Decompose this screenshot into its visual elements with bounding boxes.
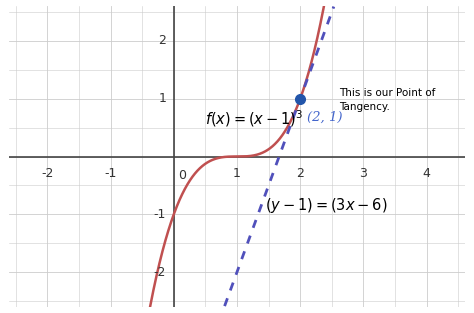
Text: 1: 1	[158, 92, 166, 105]
Text: (2, 1): (2, 1)	[307, 110, 342, 123]
Text: 2: 2	[296, 167, 304, 180]
Text: 0: 0	[178, 169, 186, 182]
Text: -2: -2	[41, 167, 54, 180]
Text: -2: -2	[154, 265, 166, 279]
Text: $(y-1) = (3x-6)$: $(y-1) = (3x-6)$	[265, 196, 388, 215]
Text: This is our Point of
Tangency.: This is our Point of Tangency.	[339, 88, 436, 112]
Text: -1: -1	[104, 167, 117, 180]
Text: 2: 2	[158, 34, 166, 48]
Text: 4: 4	[423, 167, 430, 180]
Text: 1: 1	[233, 167, 241, 180]
Text: -1: -1	[154, 208, 166, 221]
Text: $f(x) = (x-1)^3$: $f(x) = (x-1)^3$	[205, 109, 304, 129]
Text: 3: 3	[359, 167, 367, 180]
